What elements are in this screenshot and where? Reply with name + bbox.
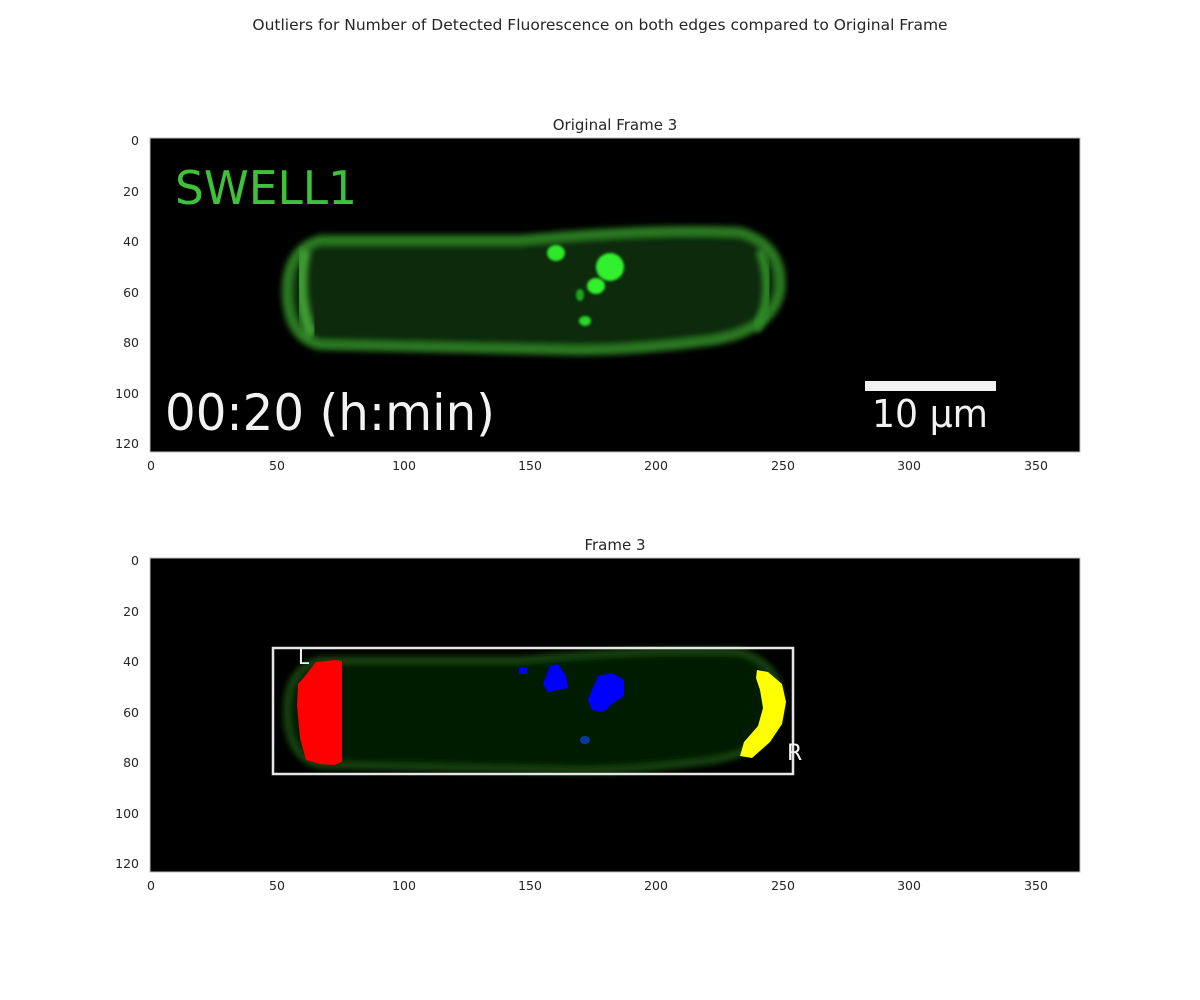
xtick: 50 [269,878,285,893]
left-edge-region [297,660,342,765]
xtick: 250 [771,458,795,473]
xtick: 150 [518,458,542,473]
xtick: 0 [147,458,155,473]
xtick: 200 [644,458,668,473]
original-x-ticks: 0 50 100 150 200 250 300 350 [147,458,1048,473]
xtick: 250 [771,878,795,893]
ytick: 60 [123,705,139,720]
ytick: 60 [123,285,139,300]
xtick: 50 [269,458,285,473]
ytick: 100 [115,386,139,401]
overlay-label: SWELL1 [175,161,357,215]
xtick: 300 [897,878,921,893]
overlay-timestamp: 00:20 (h:min) [165,384,495,442]
xtick: 300 [897,458,921,473]
processed-x-ticks: 0 50 100 150 200 250 300 350 [147,878,1048,893]
box-label-left: L [298,645,310,669]
ytick: 120 [115,856,139,871]
panel-original: Original Frame 3 SWELL1 00:20 (h:min) 10… [115,116,1081,473]
xtick: 350 [1024,458,1048,473]
box-label-right: R [787,741,802,766]
xtick: 0 [147,878,155,893]
original-y-ticks: 0 20 40 60 80 100 120 [115,133,139,451]
scale-bar-label: 10 µm [872,392,988,436]
scale-bar [865,381,996,391]
ytick: 80 [123,755,139,770]
ytick: 40 [123,234,139,249]
ytick: 100 [115,806,139,821]
original-axes-frame [149,137,1081,453]
ytick: 20 [123,184,139,199]
ytick: 20 [123,604,139,619]
panel-processed-title: Frame 3 [584,536,645,554]
ytick: 80 [123,335,139,350]
cell-fluorescence [281,226,786,356]
right-edge-region [740,670,786,758]
ytick: 0 [131,133,139,148]
figure-title: Outliers for Number of Detected Fluoresc… [252,16,948,34]
ytick: 120 [115,436,139,451]
xtick: 350 [1024,878,1048,893]
xtick: 200 [644,878,668,893]
panel-processed: Frame 3 L R 0 20 40 60 80 100 120 [115,536,1081,893]
cell-outline [282,647,785,775]
xtick: 150 [518,878,542,893]
edge-bounding-box [271,646,795,776]
processed-y-ticks: 0 20 40 60 80 100 120 [115,553,139,871]
interior-blobs [519,664,624,744]
processed-axes-frame [149,557,1081,873]
ytick: 0 [131,553,139,568]
panel-original-title: Original Frame 3 [553,116,678,134]
ytick: 40 [123,654,139,669]
xtick: 100 [392,458,416,473]
xtick: 100 [392,878,416,893]
